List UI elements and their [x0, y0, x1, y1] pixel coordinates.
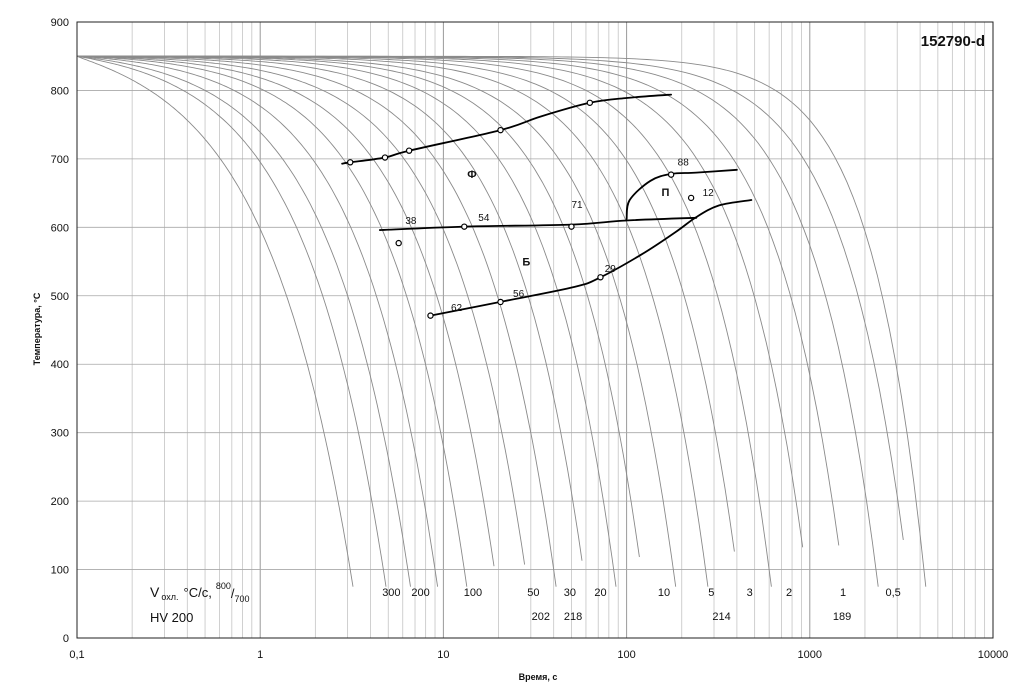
point-label: 38 — [405, 216, 417, 227]
cooling-rate-value: 0,5 — [885, 587, 900, 599]
cooling-rate-value: 100 — [464, 587, 482, 599]
hardness-value: 214 — [712, 611, 730, 623]
cooling-curve — [76, 55, 468, 587]
cooling-curves — [76, 55, 927, 587]
hardness-value: 202 — [532, 611, 550, 623]
data-marker — [568, 223, 575, 230]
y-tick-labels: 0 100 200 300 400 500 600 700 800 900 — [51, 17, 69, 645]
x-tick-labels: 0,1 1 10 100 1000 10000 — [69, 649, 1008, 661]
data-marker — [586, 99, 594, 106]
y-axis-label: Температура, °С — [32, 292, 42, 365]
y-tick-label: 200 — [51, 496, 69, 508]
x-axis-label: Время, с — [519, 672, 558, 682]
point-label: 56 — [513, 289, 525, 300]
point-label: 12 — [703, 188, 715, 199]
chart-title: 152790-d — [921, 33, 985, 50]
cooling-rate-value: 2 — [786, 587, 792, 599]
cooling-rate-value: 10 — [658, 587, 670, 599]
cooling-curve — [76, 55, 387, 587]
y-tick-label: 900 — [51, 17, 69, 29]
x-tick-label: 1 — [257, 649, 263, 661]
cooling-rate-value: 200 — [411, 587, 429, 599]
transformation-line-pearlite-start — [625, 168, 738, 221]
data-marker — [497, 298, 504, 306]
cooling-rate-slash: / — [231, 586, 235, 601]
data-marker — [405, 147, 413, 154]
phase-label: Б — [522, 257, 530, 269]
cooling-rate-value: 3 — [747, 587, 753, 599]
y-tick-label: 700 — [51, 154, 69, 166]
transformation-line-bainite-start — [378, 216, 698, 231]
transformation-line-bainite-finish — [429, 199, 753, 317]
phase-label: П — [661, 187, 669, 199]
data-marker — [427, 312, 434, 319]
cooling-rate-sup: 800 — [216, 581, 231, 591]
cooling-rate-value: 1 — [840, 587, 846, 599]
phase-label: Ф — [467, 169, 476, 181]
point-label: 54 — [478, 213, 490, 224]
data-marker — [687, 194, 695, 202]
cooling-rate-value: 30 — [564, 587, 576, 599]
cooling-rate-symbol: V — [150, 584, 160, 600]
markers — [347, 99, 695, 319]
data-marker — [667, 171, 675, 178]
point-label: 71 — [571, 200, 583, 211]
cooling-curve — [76, 55, 411, 587]
y-tick-label: 600 — [51, 222, 69, 234]
x-tick-label: 10000 — [978, 649, 1009, 661]
cooling-curve — [76, 55, 526, 565]
x-tick-label: 0,1 — [69, 649, 84, 661]
cooling-rate-value: 20 — [594, 587, 606, 599]
data-marker — [497, 126, 504, 134]
point-label: 88 — [678, 158, 690, 169]
cooling-curve — [77, 55, 927, 587]
hardness-label: HV 200 — [150, 610, 193, 625]
cooling-curve — [76, 55, 495, 567]
y-tick-label: 400 — [51, 359, 69, 371]
cooling-rate-subscript: охл. — [161, 592, 178, 602]
y-tick-label: 0 — [63, 633, 69, 645]
x-tick-label: 100 — [617, 649, 635, 661]
point-label: 29 — [605, 264, 617, 275]
cooling-curve — [76, 55, 439, 587]
cooling-rate-value: 5 — [708, 587, 714, 599]
plot-frame — [76, 21, 994, 639]
cooling-rate-value: 50 — [527, 587, 539, 599]
cooling-rate-value: 300 — [382, 587, 400, 599]
y-tick-label: 800 — [51, 85, 69, 97]
data-marker — [461, 223, 468, 230]
data-marker — [347, 159, 354, 166]
hardness-value: 189 — [833, 611, 851, 623]
x-tick-label: 1000 — [798, 649, 822, 661]
data-marker — [381, 154, 389, 161]
point-label: 62 — [451, 303, 463, 314]
y-tick-label: 300 — [51, 428, 69, 440]
cooling-rate-unit: °С/с, — [184, 585, 212, 600]
y-tick-label: 100 — [51, 565, 69, 577]
data-marker — [597, 274, 604, 281]
data-marker — [395, 239, 402, 247]
cooling-curve — [76, 55, 354, 587]
x-tick-label: 10 — [437, 649, 449, 661]
hardness-value: 218 — [564, 611, 582, 623]
cooling-rate-sub2: 700 — [234, 594, 249, 604]
cooling-curve — [76, 55, 557, 587]
y-tick-label: 500 — [51, 291, 69, 303]
